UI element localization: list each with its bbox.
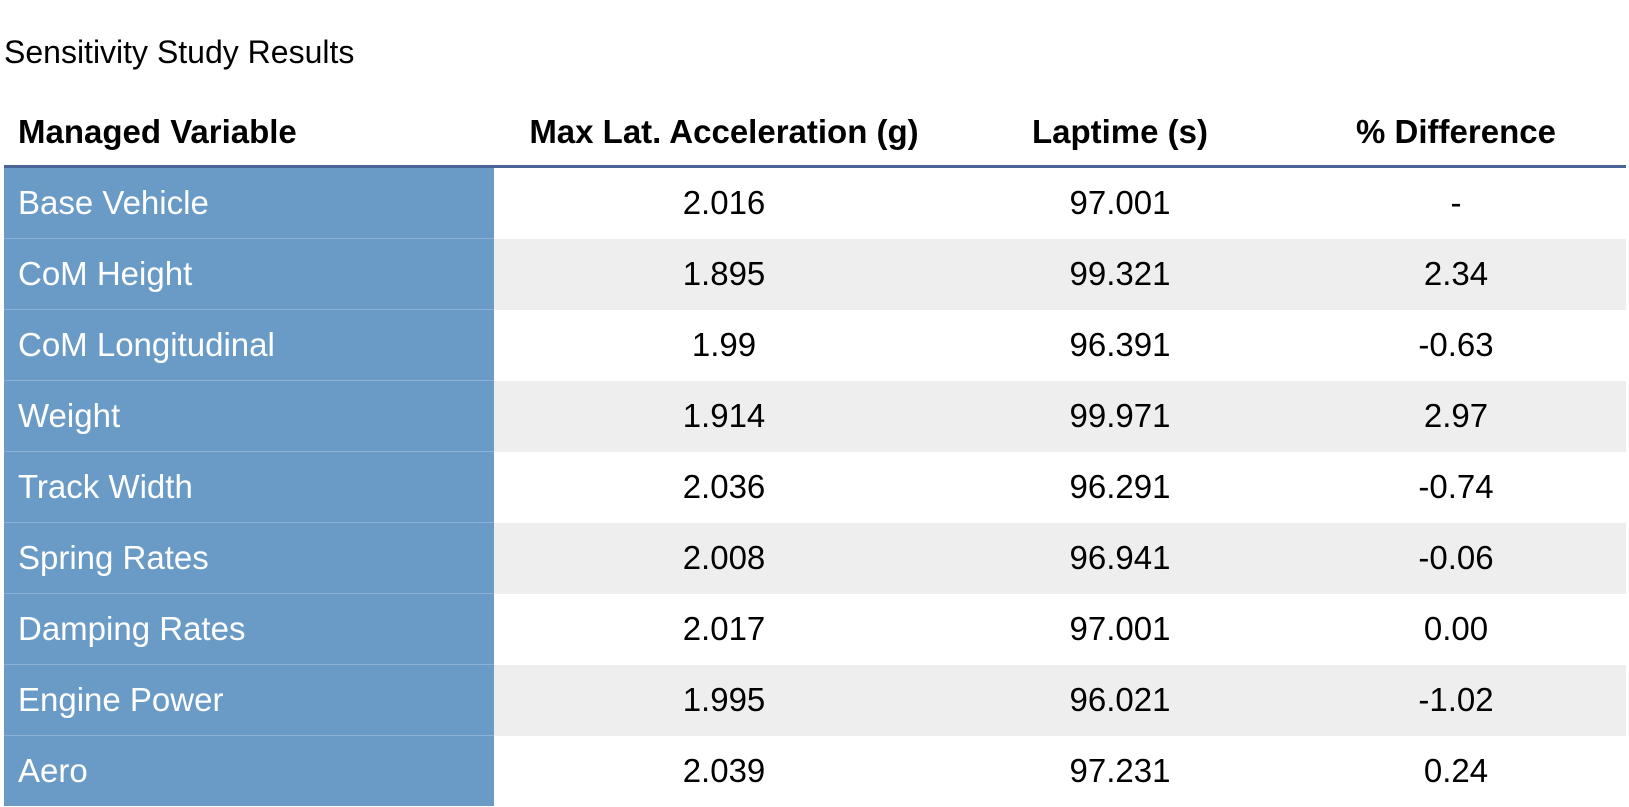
table-cell: 97.001 xyxy=(1069,610,1171,647)
table-cell: 1.914 xyxy=(494,380,954,452)
table-row: Damping Rates 2.017 97.001 0.00 xyxy=(4,593,1626,665)
row-label: Weight xyxy=(4,380,494,452)
table-row: Spring Rates 2.008 96.941 -0.06 xyxy=(4,522,1626,594)
table-cell: 97.001 xyxy=(1069,184,1171,222)
row-label: Spring Rates xyxy=(4,522,494,594)
table-cell: -0.74 xyxy=(1418,468,1494,505)
table-cell: 0.00 xyxy=(1423,610,1489,647)
table-row: Track Width 2.036 96.291 -0.74 xyxy=(4,451,1626,523)
table-cell: 2.97 xyxy=(1286,380,1626,452)
table-cell: 2.016 xyxy=(682,184,766,222)
table-cell: 97.231 xyxy=(1069,751,1171,789)
table-row: Base Vehicle 2.016 97.001 - xyxy=(4,166,1626,239)
table-cell: 2.017 xyxy=(682,610,766,647)
table-cell: 99.321 xyxy=(954,238,1286,310)
row-label: Base Vehicle xyxy=(4,166,494,239)
table-cell: 99.971 xyxy=(954,380,1286,452)
table-cell: 1.995 xyxy=(494,664,954,736)
row-label: Track Width xyxy=(4,451,494,523)
table-cell: 96.941 xyxy=(954,522,1286,594)
table-cell: -1.02 xyxy=(1286,664,1626,736)
results-table: Managed Variable Max Lat. Acceleration (g… xyxy=(4,99,1626,806)
table-cell: -0.06 xyxy=(1286,522,1626,594)
table-cell: 1.895 xyxy=(494,238,954,310)
table-cell: 96.291 xyxy=(1069,468,1171,505)
table-row: Weight 1.914 99.971 2.97 xyxy=(4,380,1626,452)
table-row: Aero 2.039 97.231 0.24 xyxy=(4,735,1626,806)
column-header: Laptime (s) xyxy=(954,99,1286,168)
row-label: Aero xyxy=(4,735,494,806)
table-cell: - xyxy=(1450,184,1462,222)
row-label: CoM Longitudinal xyxy=(4,309,494,381)
row-label: CoM Height xyxy=(4,238,494,310)
table-cell: -0.63 xyxy=(1418,326,1494,363)
row-label: Engine Power xyxy=(4,664,494,736)
table-cell: 2.036 xyxy=(682,468,766,505)
table-title: Sensitivity Study Results xyxy=(4,34,355,70)
table-cell: 0.24 xyxy=(1423,751,1489,789)
row-label: Damping Rates xyxy=(4,593,494,665)
header-row: Managed Variable Max Lat. Acceleration (g… xyxy=(4,99,1626,168)
column-header: % Difference xyxy=(1286,99,1626,168)
table-cell: 96.021 xyxy=(954,664,1286,736)
table-cell: 2.039 xyxy=(682,751,766,789)
table-row: Engine Power 1.995 96.021 -1.02 xyxy=(4,664,1626,736)
column-header: Max Lat. Acceleration (g) xyxy=(494,99,954,168)
table-cell: 2.34 xyxy=(1286,238,1626,310)
table-cell: 2.008 xyxy=(494,522,954,594)
table-cell: 1.99 xyxy=(691,326,757,363)
column-header: Managed Variable xyxy=(4,99,494,168)
table-row: CoM Height 1.895 99.321 2.34 xyxy=(4,238,1626,310)
table-row: CoM Longitudinal 1.99 96.391 -0.63 xyxy=(4,309,1626,381)
table-cell: 96.391 xyxy=(1069,326,1171,363)
